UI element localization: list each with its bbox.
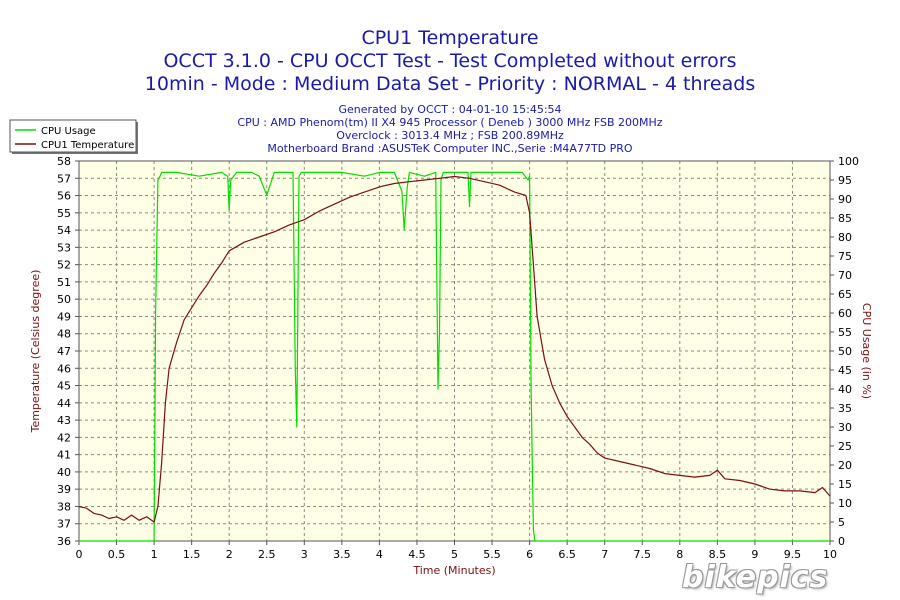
x-tick-label: 0 bbox=[76, 548, 83, 561]
y-tick-label: 42 bbox=[57, 431, 71, 444]
y-tick-label: 46 bbox=[57, 362, 71, 375]
x-tick-label: 1 bbox=[151, 548, 158, 561]
x-tick-label: 4.5 bbox=[408, 548, 426, 561]
y2-tick-label: 30 bbox=[838, 421, 852, 434]
y-tick-label: 55 bbox=[57, 207, 71, 220]
y2-tick-label: 80 bbox=[838, 231, 852, 244]
x-tick-label: 8.5 bbox=[709, 548, 727, 561]
y2-tick-label: 100 bbox=[838, 155, 859, 168]
plot-border bbox=[78, 160, 831, 542]
y-tick-label: 39 bbox=[57, 483, 71, 496]
watermark-logo: bikepics bbox=[682, 560, 829, 595]
y2-tick-label: 0 bbox=[838, 535, 845, 548]
y-tick-label: 54 bbox=[57, 224, 71, 237]
y2-tick-label: 55 bbox=[838, 326, 852, 339]
y-tick-label: 52 bbox=[57, 259, 71, 272]
y-tick-label: 38 bbox=[57, 500, 71, 513]
y-tick-label: 43 bbox=[57, 414, 71, 427]
x-tick-label: 2.5 bbox=[258, 548, 276, 561]
x-tick-label: 3 bbox=[301, 548, 308, 561]
y2-tick-label: 10 bbox=[838, 497, 852, 510]
info-cpu: CPU : AMD Phenom(tm) II X4 945 Processor… bbox=[237, 116, 663, 129]
x-tick-label: 6 bbox=[526, 548, 533, 561]
x-tick-label: 6.5 bbox=[558, 548, 576, 561]
y-axis-label: Temperature (Celsius degree) bbox=[29, 270, 42, 434]
info-overclock: Overclock : 3013.4 MHz ; FSB 200.89MHz bbox=[336, 129, 564, 142]
legend-label-cpu-usage: CPU Usage bbox=[41, 126, 96, 137]
x-tick-label: 1.5 bbox=[183, 548, 201, 561]
legend-label-cpu1-temperature: CPU1 Temperature bbox=[41, 140, 134, 151]
y2-tick-label: 40 bbox=[838, 383, 852, 396]
x-axis-label: Time (Minutes) bbox=[412, 564, 495, 577]
x-tick-label: 8 bbox=[676, 548, 683, 561]
y-tick-label: 41 bbox=[57, 449, 71, 462]
y-tick-label: 48 bbox=[57, 328, 71, 341]
y-tick-label: 49 bbox=[57, 310, 71, 323]
y-tick-label: 40 bbox=[57, 466, 71, 479]
x-tick-label: 9.5 bbox=[784, 548, 802, 561]
y-tick-label: 57 bbox=[57, 172, 71, 185]
y-tick-label: 37 bbox=[57, 518, 71, 531]
y2-tick-label: 50 bbox=[838, 345, 852, 358]
y-tick-label: 51 bbox=[57, 276, 71, 289]
y-tick-label: 47 bbox=[57, 345, 71, 358]
chart-title-line-2: OCCT 3.1.0 - CPU OCCT Test - Test Comple… bbox=[163, 50, 737, 72]
chart-title-line-1: CPU1 Temperature bbox=[361, 27, 539, 49]
y2-tick-label: 20 bbox=[838, 459, 852, 472]
y2-tick-label: 25 bbox=[838, 440, 852, 453]
y2-tick-label: 15 bbox=[838, 478, 852, 491]
info-generated: Generated by OCCT : 04-01-10 15:45:54 bbox=[338, 103, 562, 116]
y-tick-label: 45 bbox=[57, 380, 71, 393]
y2-tick-label: 45 bbox=[838, 364, 852, 377]
y-tick-label: 58 bbox=[57, 155, 71, 168]
x-tick-label: 7.5 bbox=[634, 548, 652, 561]
y2-tick-label: 60 bbox=[838, 307, 852, 320]
y2-tick-label: 95 bbox=[838, 174, 852, 187]
series-line-cpu1-temperature bbox=[78, 175, 831, 523]
x-tick-label: 5.5 bbox=[483, 548, 501, 561]
x-tick-label: 10 bbox=[823, 548, 837, 561]
x-tick-label: 4 bbox=[376, 548, 383, 561]
chart-title-line-3: 10min - Mode : Medium Data Set - Priorit… bbox=[144, 73, 756, 95]
x-tick-label: 0.5 bbox=[108, 548, 126, 561]
series-line-cpu-usage bbox=[79, 171, 830, 542]
y-tick-label: 56 bbox=[57, 190, 71, 203]
x-tick-label: 2 bbox=[226, 548, 233, 561]
info-motherboard: Motherboard Brand :ASUSTeK Computer INC.… bbox=[267, 142, 633, 155]
y2-tick-label: 35 bbox=[838, 402, 852, 415]
x-tick-label: 7 bbox=[601, 548, 608, 561]
y2-tick-label: 75 bbox=[838, 250, 852, 263]
y2-tick-label: 90 bbox=[838, 193, 852, 206]
x-tick-label: 9 bbox=[751, 548, 758, 561]
legend-box bbox=[9, 119, 137, 153]
y2-tick-label: 5 bbox=[838, 516, 845, 529]
y-tick-label: 50 bbox=[57, 293, 71, 306]
x-tick-label: 5 bbox=[451, 548, 458, 561]
y2-axis-label: CPU Usage (in %) bbox=[860, 303, 873, 399]
y-tick-label: 36 bbox=[57, 535, 71, 548]
y-tick-label: 53 bbox=[57, 241, 71, 254]
y2-tick-label: 70 bbox=[838, 269, 852, 282]
y-tick-label: 44 bbox=[57, 397, 71, 410]
x-tick-label: 3.5 bbox=[333, 548, 351, 561]
y2-tick-label: 65 bbox=[838, 288, 852, 301]
y2-tick-label: 85 bbox=[838, 212, 852, 225]
